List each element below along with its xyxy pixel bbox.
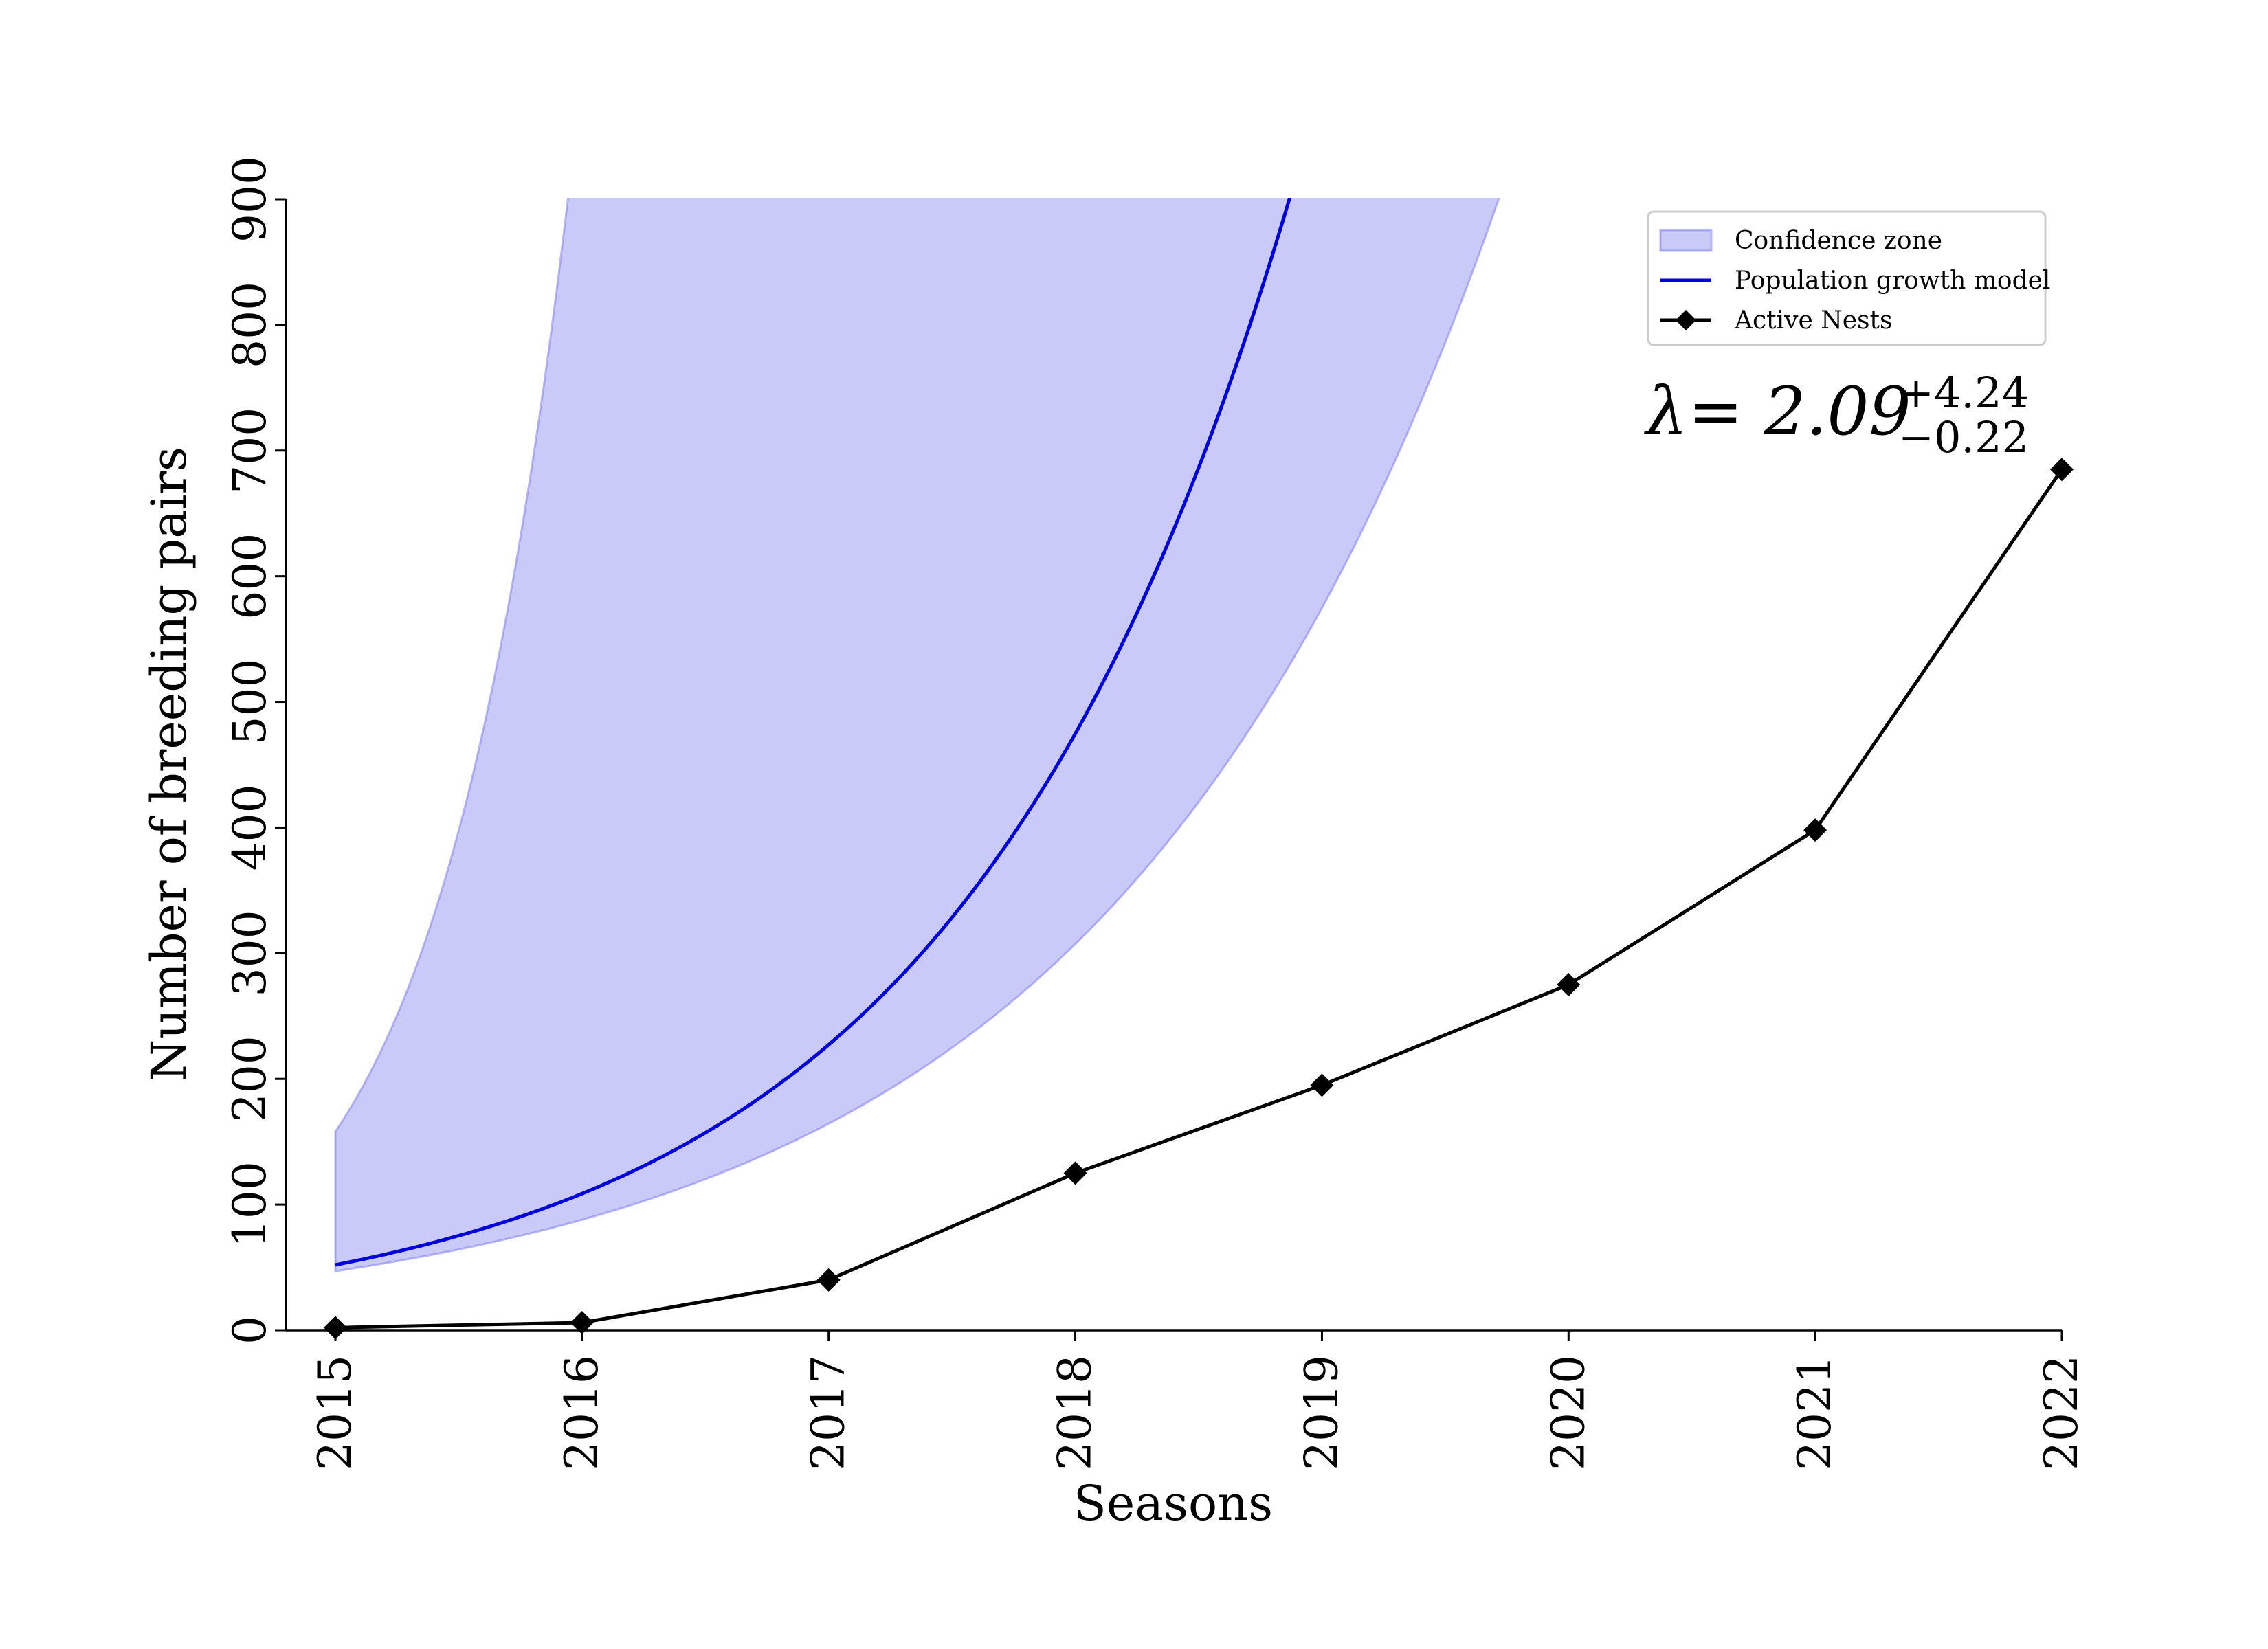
y-tick-label: 500 xyxy=(223,659,276,745)
active-nests-marker xyxy=(324,1316,347,1340)
active-nests-marker xyxy=(570,1311,594,1335)
x-axis-label: Seasons xyxy=(1074,1475,1273,1532)
confidence-band xyxy=(334,198,1500,1272)
y-tick-label: 600 xyxy=(223,533,276,620)
active-nests-marker xyxy=(1063,1161,1087,1185)
y-tick-label: 0 xyxy=(223,1316,276,1345)
x-tick-label: 2019 xyxy=(1295,1355,1348,1470)
x-tick-label: 2015 xyxy=(309,1355,362,1470)
lambda-lower-error: −0.22 xyxy=(1898,412,2029,462)
legend-label: Confidence zone xyxy=(1735,227,1942,255)
active-nests-marker xyxy=(816,1268,841,1292)
y-tick-label: 100 xyxy=(223,1161,276,1248)
legend-box xyxy=(1647,210,2047,346)
active-nests-line xyxy=(335,468,2064,1330)
legend-label: Active Nests xyxy=(1734,306,1892,335)
growth-model-line xyxy=(335,198,1292,1267)
x-tick-label: 2022 xyxy=(2035,1355,2088,1470)
legend-swatch-confidence xyxy=(1659,229,1713,252)
lambda-value: λ= 2.09 xyxy=(1643,373,1911,450)
y-tick-label: 200 xyxy=(223,1035,276,1122)
x-tick-label: 2016 xyxy=(555,1355,608,1470)
active-nests-marker xyxy=(1803,818,1827,842)
legend-marker-nests xyxy=(1676,310,1696,330)
active-nests-marker xyxy=(1310,1073,1334,1097)
lambda-upper-error: +4.24 xyxy=(1898,368,2029,418)
y-tick-label: 800 xyxy=(223,282,276,368)
x-tick-label: 2020 xyxy=(1542,1355,1594,1470)
x-tick-label: 2021 xyxy=(1788,1355,1841,1470)
y-tick-label: 400 xyxy=(223,784,276,871)
active-nests-marker xyxy=(2050,458,2074,482)
x-tick-label: 2018 xyxy=(1049,1355,1102,1470)
x-tick-label: 2017 xyxy=(802,1355,855,1470)
y-tick-label: 300 xyxy=(223,910,276,996)
y-axis-label: Number of breeding pairs xyxy=(141,447,197,1081)
y-tick-label: 700 xyxy=(223,407,276,494)
y-tick-label: 900 xyxy=(223,156,276,243)
legend-label: Population growth model xyxy=(1735,267,2050,295)
active-nests-marker xyxy=(1557,973,1581,997)
lambda-annotation: λ= 2.09 +4.24 −0.22 xyxy=(1643,368,2029,462)
